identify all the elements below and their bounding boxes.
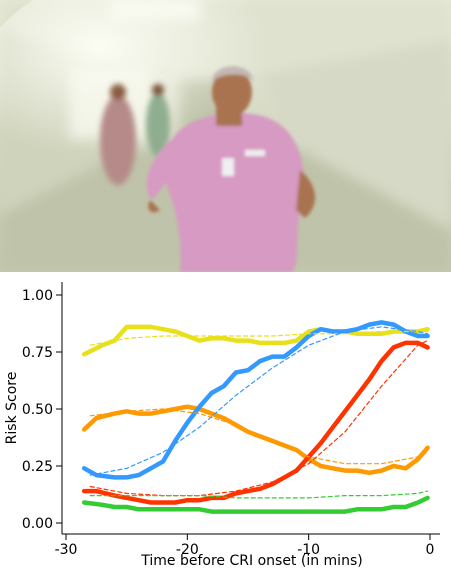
y-tick-label: 0.00 [22,516,53,532]
risk-score-chart: 0.00 0.25 0.50 0.75 1.00 -30 -20 -10 0 Time bef… [4,282,440,569]
y-tick-label: 1.00 [22,288,53,304]
risk-score-line [81,324,430,357]
y-axis-ticks: 0.00 0.25 0.50 0.75 1.00 [22,288,62,532]
y-axis-title: Risk Score [4,372,20,445]
fitted-trend-line [89,330,429,346]
x-tick-label: 0 [426,542,435,558]
id-badge [222,158,234,176]
nurse-body [163,112,304,272]
fitted-trend-line [89,339,429,497]
fitted-trend-line [89,326,429,476]
y-tick-label: 0.25 [22,459,53,475]
x-axis-ticks: -30 -20 -10 0 [55,534,435,558]
risk-score-line [81,340,430,505]
risk-score-line [81,404,430,476]
risk-score-line [81,320,430,480]
background-figure-2 [146,93,170,157]
x-axis-title: Time before CRI onset (in mins) [140,553,362,569]
x-tick-label: -30 [55,542,78,558]
risk-score-line [81,495,430,514]
y-tick-label: 0.50 [22,402,53,418]
series-layer [81,320,430,514]
running-nurse-photo [0,0,451,272]
fitted-trend-line [89,490,429,499]
nurse-head [212,68,252,116]
x-tick-label: -20 [176,542,199,558]
y-tick-label: 0.75 [22,345,53,361]
x-tick-label: -10 [297,542,320,558]
background-figure-1 [100,95,136,185]
plot-area [61,282,440,535]
